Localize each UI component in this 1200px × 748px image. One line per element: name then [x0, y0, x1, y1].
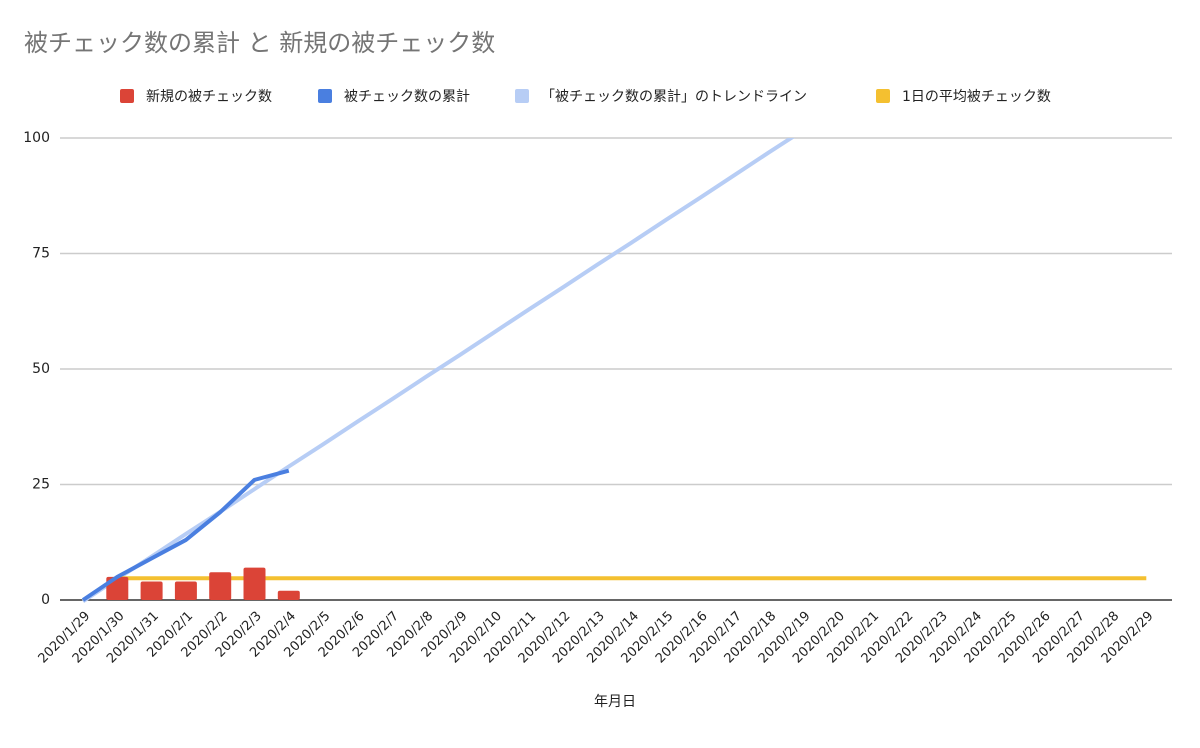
y-tick-label: 75	[32, 246, 50, 262]
legend-swatch	[876, 89, 890, 103]
bar	[277, 590, 300, 600]
x-axis-title: 年月日	[594, 694, 636, 710]
bar	[140, 581, 163, 600]
line	[81, 468, 290, 602]
chart-title: 被チェック数の累計 と 新規の被チェック数	[24, 29, 495, 57]
legend-label: 1日の平均被チェック数	[902, 89, 1051, 105]
legend-label: 新規の被チェック数	[146, 89, 272, 105]
legend-swatch	[318, 89, 332, 103]
y-tick-label: 50	[32, 361, 50, 377]
legend-label: 「被チェック数の累計」のトレンドライン	[541, 89, 807, 105]
y-tick-label: 0	[41, 592, 50, 608]
y-tick-label: 100	[23, 130, 50, 146]
legend-label: 被チェック数の累計	[344, 89, 470, 105]
y-tick-label: 25	[32, 477, 50, 493]
bar	[174, 581, 197, 600]
legend-swatch	[515, 89, 529, 103]
bar	[209, 572, 232, 600]
line	[81, 138, 795, 604]
plot-area	[81, 138, 1147, 604]
legend-swatch	[120, 89, 134, 103]
bar	[243, 567, 266, 600]
